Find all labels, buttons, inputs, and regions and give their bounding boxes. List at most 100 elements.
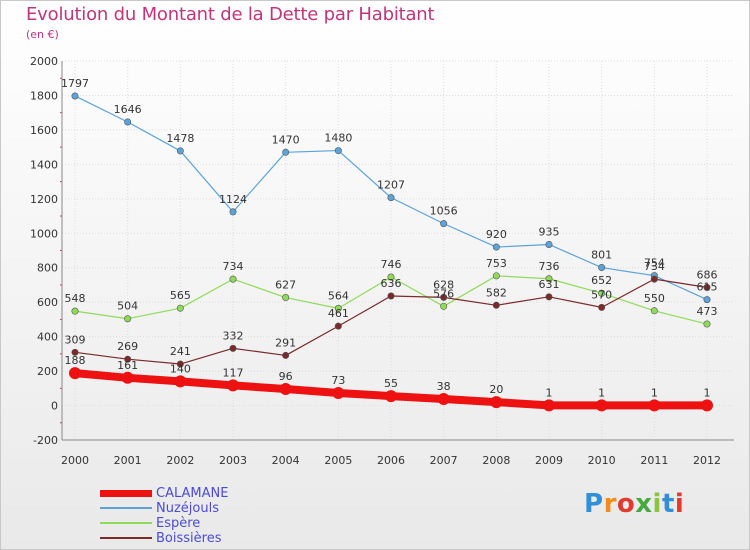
y-tick-label: 0 — [51, 400, 58, 413]
data-label: 615 — [697, 281, 718, 294]
y-tick-label: 600 — [37, 296, 58, 309]
data-label: 73 — [331, 374, 345, 387]
data-point — [492, 301, 500, 309]
legend-swatch — [100, 537, 152, 539]
data-label: 628 — [433, 278, 454, 291]
data-point — [492, 243, 500, 251]
data-point — [387, 292, 395, 300]
data-label: 570 — [591, 288, 612, 301]
data-label: 1 — [651, 386, 658, 399]
data-label: 1797 — [61, 77, 89, 90]
x-tick-labels: 2000 2001 2002 2003 2004 2005 2006 2007 2008 2009… — [61, 454, 721, 467]
x-tick-label: 2002 — [166, 454, 194, 467]
data-point — [545, 275, 553, 283]
x-tick-label: 2000 — [61, 454, 89, 467]
y-tick-label: 1400 — [30, 158, 58, 171]
legend-swatch — [100, 507, 152, 509]
data-label: 1470 — [272, 133, 300, 146]
logo-letter: P — [584, 489, 604, 519]
data-point — [229, 275, 237, 283]
data-point — [176, 360, 184, 368]
data-label: 20 — [489, 383, 503, 396]
x-tick-label: 2008 — [482, 454, 510, 467]
data-point — [176, 147, 184, 155]
data-point — [598, 264, 606, 272]
y-tick-label: 1200 — [30, 193, 58, 206]
data-point — [440, 302, 448, 310]
data-label: 631 — [539, 278, 560, 291]
data-point — [69, 367, 81, 380]
data-point — [227, 379, 239, 392]
x-tick-label: 2012 — [693, 454, 721, 467]
data-point — [71, 307, 79, 315]
data-point — [598, 289, 606, 297]
data-point — [229, 208, 237, 216]
data-point — [282, 294, 290, 302]
data-label: 1 — [546, 386, 553, 399]
legend-label: CALAMANE — [156, 486, 229, 501]
data-point — [650, 307, 658, 315]
logo-letter: x — [635, 489, 653, 519]
legend-label: Nuzéjouls — [156, 501, 219, 516]
y-tick-label: 400 — [37, 331, 58, 344]
y-tick-label: 1600 — [30, 124, 58, 137]
data-point — [124, 118, 132, 126]
data-point — [121, 371, 134, 384]
data-label: 565 — [170, 289, 191, 302]
data-point — [229, 344, 237, 352]
data-label: 636 — [381, 277, 402, 290]
data-label: 935 — [539, 225, 560, 238]
x-tick-label: 2009 — [535, 454, 563, 467]
data-point — [703, 283, 711, 291]
data-point — [701, 399, 713, 412]
data-point — [174, 375, 187, 388]
x-tick-label: 2006 — [377, 454, 405, 467]
y-tick-labels: -200 0 200 400 600 800 1000 1200 1400 1600 1800 200… — [30, 55, 58, 447]
x-tick-label: 2003 — [219, 454, 247, 467]
data-point — [282, 148, 290, 156]
data-label: 550 — [644, 292, 665, 305]
data-label: 504 — [117, 300, 138, 313]
data-label: 1056 — [430, 205, 458, 218]
data-point — [545, 293, 553, 301]
x-tick-label: 2004 — [272, 454, 300, 467]
data-label: 686 — [697, 268, 718, 281]
legend-label: Boissières — [156, 531, 222, 546]
legend-label: Espère — [156, 516, 201, 531]
logo-letter: i — [652, 489, 662, 519]
data-point — [545, 240, 553, 248]
data-label: 332 — [223, 329, 244, 342]
data-label: 736 — [539, 260, 560, 273]
x-tick-label: 2010 — [588, 454, 616, 467]
data-point — [490, 396, 503, 409]
x-tick-label: 2005 — [324, 454, 352, 467]
logo-letter: t — [661, 489, 675, 519]
data-point — [71, 348, 79, 356]
x-tick-label: 2007 — [430, 454, 458, 467]
y-tick-label: 1000 — [30, 227, 58, 240]
data-label: 734 — [644, 260, 665, 273]
x-tick-label: 2001 — [114, 454, 142, 467]
data-label: 241 — [170, 345, 191, 358]
data-label: 920 — [486, 228, 507, 241]
data-point — [387, 194, 395, 202]
data-point — [598, 303, 606, 311]
data-point — [650, 275, 658, 283]
legend-swatch — [100, 522, 152, 524]
data-point — [385, 390, 397, 403]
data-label: 652 — [591, 274, 612, 287]
y-tick-label: -200 — [33, 434, 58, 447]
data-label: 576 — [433, 287, 454, 300]
data-label: 117 — [223, 366, 244, 379]
data-label: 1124 — [219, 193, 247, 206]
data-label: 269 — [117, 340, 138, 353]
data-point — [703, 296, 711, 304]
data-label: 161 — [117, 359, 138, 372]
legend-swatch — [100, 490, 152, 497]
data-label: 734 — [223, 260, 244, 273]
data-point — [595, 399, 608, 412]
data-point — [648, 399, 661, 412]
data-point — [387, 273, 395, 281]
